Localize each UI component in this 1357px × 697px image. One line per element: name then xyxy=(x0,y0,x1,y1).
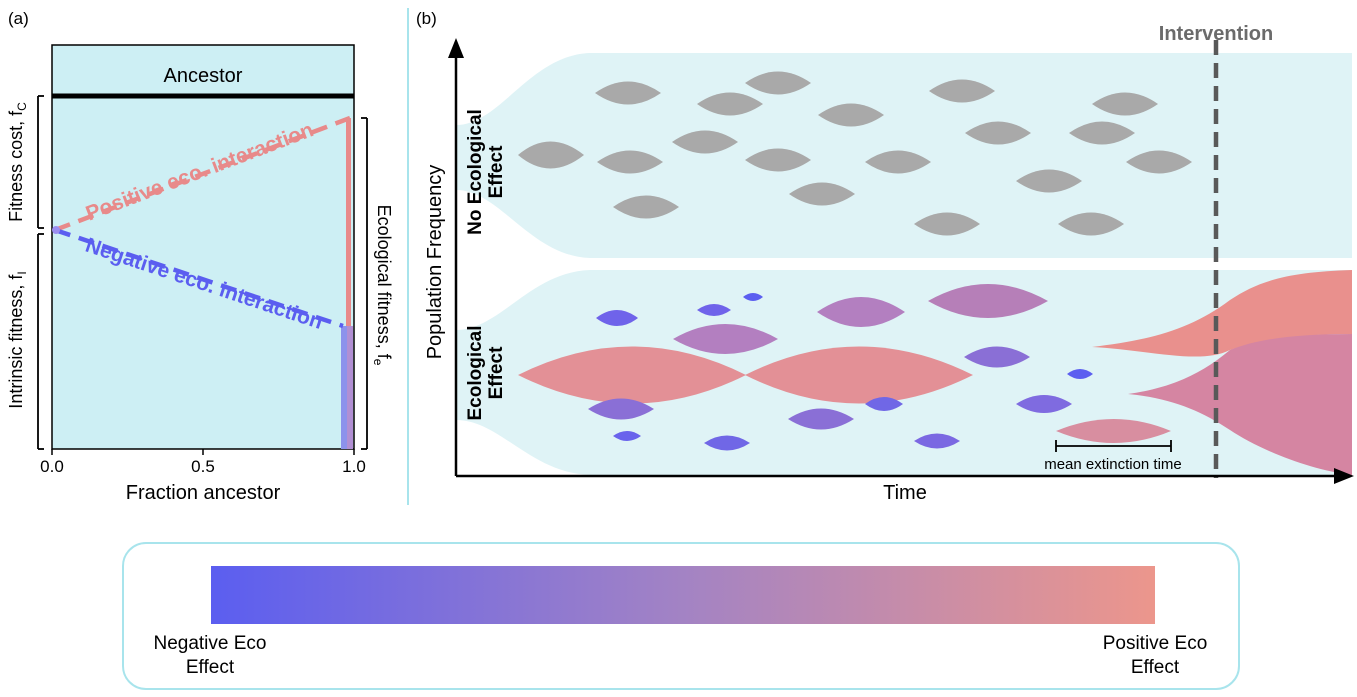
eco-effect-gradient-bar xyxy=(211,566,1155,624)
x-tick-2: 1.0 xyxy=(342,457,366,476)
positive-bar xyxy=(346,118,351,449)
x-ticks xyxy=(51,449,355,455)
fitness-cost-label: Fitness cost, fC xyxy=(6,102,29,222)
y-axis-arrow xyxy=(448,38,464,58)
x-tick-1: 0.5 xyxy=(191,457,215,476)
negative-interaction-line xyxy=(54,227,344,329)
ecological-fitness-label: Ecological fitness, fe xyxy=(371,205,394,366)
eco-label-line2: Effect xyxy=(486,346,507,399)
eco-lineages xyxy=(518,270,1352,475)
legend-positive-line1: Positive Eco xyxy=(1102,633,1208,654)
mixed-bar xyxy=(347,326,353,449)
no-eco-label-line2: Effect xyxy=(486,145,507,198)
legend-positive-line2: Effect xyxy=(1130,657,1180,678)
positive-interaction-line xyxy=(54,115,351,233)
figure: (a) Ancestor Positive eco. interaction N… xyxy=(6,8,1354,505)
x-axis-arrow xyxy=(1334,468,1354,484)
panel-b-ylabel: Population Frequency xyxy=(424,165,446,360)
gray-lineages xyxy=(518,71,1192,236)
panel-b-label: (b) xyxy=(416,9,437,28)
panel-a-label: (a) xyxy=(8,9,29,28)
legend-negative-line2: Effect xyxy=(185,657,235,678)
legend-negative-line1: Negative Eco xyxy=(153,633,267,654)
no-eco-label-line1: No Ecological xyxy=(465,109,486,235)
panel-a: (a) Ancestor Positive eco. interaction N… xyxy=(6,9,394,504)
legend-negative-label: Negative Eco Effect xyxy=(130,632,290,680)
intrinsic-fitness-label: Intrinsic fitness, fI xyxy=(6,271,29,408)
intervention-label: Intervention xyxy=(1159,23,1273,45)
start-point xyxy=(52,226,60,234)
eco-label-line1: Ecological xyxy=(465,325,486,420)
mean-extinction-label: mean extinction time xyxy=(1044,456,1182,473)
x-tick-0: 0.0 xyxy=(40,457,64,476)
panel-a-xlabel: Fraction ancestor xyxy=(126,482,281,504)
ancestor-label: Ancestor xyxy=(164,65,243,87)
legend-box xyxy=(122,542,1240,690)
legend-positive-label: Positive Eco Effect xyxy=(1075,632,1235,680)
mean-extinction-bracket xyxy=(1055,440,1172,452)
panel-b: (b) xyxy=(416,9,1354,504)
left-brackets xyxy=(37,95,368,450)
panel-b-xlabel: Time xyxy=(883,482,927,504)
